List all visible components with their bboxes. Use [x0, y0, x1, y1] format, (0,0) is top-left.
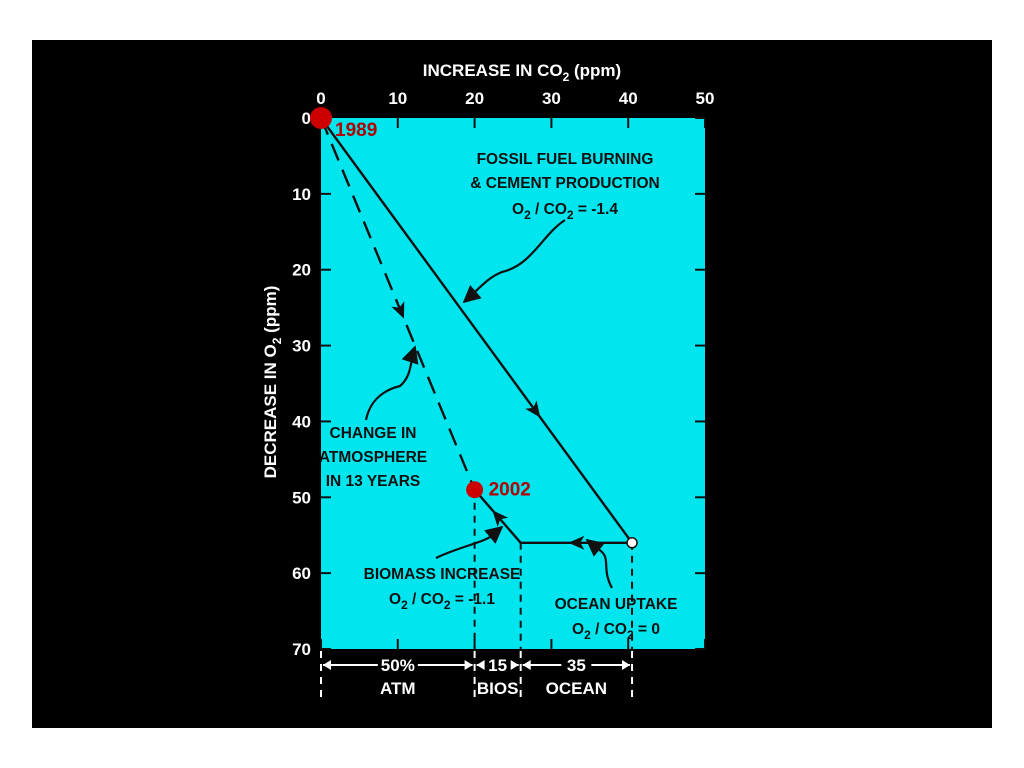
budget-breakdown: 50% ATM 15 BIOS 35 OCEAN [323, 656, 631, 698]
y-tick-label: 40 [292, 412, 311, 431]
direction-arrowhead [391, 301, 405, 319]
y-tick-label: 0 [302, 109, 311, 128]
x-tick-label: 0 [316, 89, 325, 108]
biomass-ratio-label: O2 / CO2 = -1.1 [389, 591, 495, 612]
ocean-ratio-label: O2 / CO2 = 0 [572, 621, 660, 642]
atmosphere-trajectory-line [319, 117, 476, 491]
x-tick-label: 10 [388, 89, 407, 108]
ocean-pointer-arrow [585, 538, 613, 589]
year-point-1989 [310, 107, 332, 129]
budget-arrowhead [522, 660, 531, 670]
y-axis-title: DECREASE IN O2 (ppm) [261, 286, 284, 479]
x-axis-title: INCREASE IN CO2 (ppm) [423, 61, 621, 84]
budget-arrowhead [464, 660, 473, 670]
fossil-ratio-label: O2 / CO2 = -1.4 [512, 201, 618, 222]
direction-arrowhead [492, 510, 509, 527]
fossil-pointer-arrow [462, 219, 566, 304]
x-tick-label: 30 [542, 89, 561, 108]
ocean-annotation: OCEAN UPTAKE O2 / CO2 = 0 [555, 596, 678, 642]
atmosphere-annotation: CHANGE IN ATMOSPHERE IN 13 YEARS [319, 425, 427, 490]
y-tick-label: 20 [292, 261, 311, 280]
biomass-label: BIOMASS INCREASE [364, 566, 521, 583]
x-tick-label: 20 [465, 89, 484, 108]
fossil-annotation: FOSSIL FUEL BURNING & CEMENT PRODUCTION … [470, 151, 659, 222]
budget-arrowhead [476, 660, 485, 670]
budget-value: 15 [488, 656, 507, 675]
budget-name: OCEAN [546, 679, 607, 698]
biomass-annotation: BIOMASS INCREASE O2 / CO2 = -1.1 [364, 566, 521, 612]
budget-value: 50% [381, 656, 415, 675]
ocean-start-marker [626, 537, 638, 549]
y-tick-label: 50 [292, 488, 311, 507]
x-tick-label: 50 [696, 89, 715, 108]
biomass-pointer-arrow [435, 525, 504, 559]
budget-arrowhead [622, 660, 631, 670]
direction-arrowhead [568, 535, 585, 550]
y-tick-label: 30 [292, 337, 311, 356]
budget-arrowhead [323, 660, 331, 670]
atmosphere-label-line-1: CHANGE IN [330, 425, 417, 442]
x-tick-label: 40 [619, 89, 638, 108]
atmosphere-pointer-arrow [364, 345, 419, 421]
budget-name: ATM [380, 679, 416, 698]
ocean-label: OCEAN UPTAKE [555, 596, 678, 613]
fossil-label-line-2: & CEMENT PRODUCTION [470, 175, 659, 192]
atmosphere-label-line-2: ATMOSPHERE [319, 449, 427, 466]
budget-name: BIOS [477, 679, 519, 698]
fossil-label-line-1: FOSSIL FUEL BURNING [477, 151, 654, 168]
slide-background: INCREASE IN CO2 (ppm) DECREASE IN O2 (pp… [32, 40, 992, 728]
atmosphere-label-line-3: IN 13 YEARS [326, 473, 420, 490]
year-label-1989: 1989 [335, 120, 377, 141]
budget-value: 35 [567, 656, 586, 675]
year-point-2002 [466, 481, 484, 499]
y-tick-label: 70 [292, 640, 311, 659]
chart-figure: INCREASE IN CO2 (ppm) DECREASE IN O2 (pp… [261, 61, 715, 698]
direction-arrowhead [525, 400, 541, 418]
y-tick-label: 60 [292, 564, 311, 583]
y-tick-label: 10 [292, 185, 311, 204]
year-label-2002: 2002 [489, 480, 531, 501]
budget-path-segment-0 [320, 117, 634, 544]
budget-arrowhead [510, 660, 519, 670]
